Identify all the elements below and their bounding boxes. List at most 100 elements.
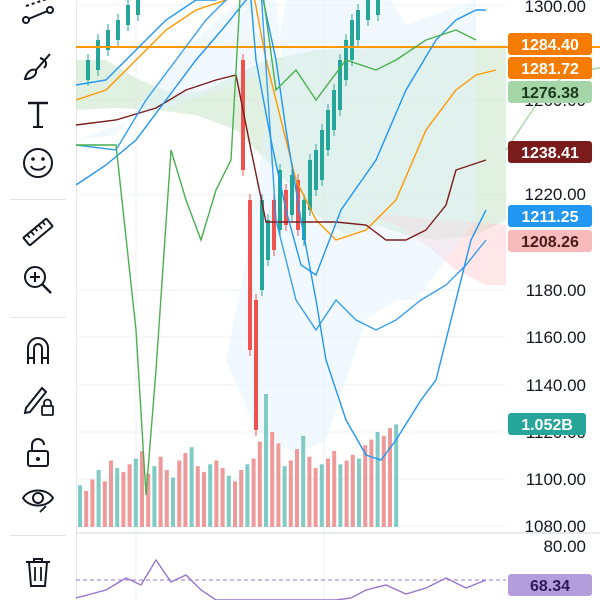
candle-body: [302, 200, 306, 240]
volume-bar: [375, 432, 380, 527]
toolbar-divider: [10, 317, 66, 318]
drawing-toolbar: [0, 0, 77, 600]
volume-bars: [78, 394, 399, 527]
price-tags: 1284.40 1281.72 1276.38 1238.41 1211.25: [508, 33, 592, 596]
eye-icon: [21, 489, 55, 513]
svg-text:1211.25: 1211.25: [522, 209, 579, 226]
axis-tick: 1100.00: [526, 470, 586, 489]
volume-bar: [338, 464, 343, 527]
svg-text:1.052B: 1.052B: [521, 417, 573, 434]
ruler-tool[interactable]: [14, 210, 62, 254]
oscillator-tag: 68.34: [508, 574, 592, 596]
volume-bar: [84, 490, 89, 527]
price-chart[interactable]: 1300.00 1260.00 1220.00 1180.00 1160.00 …: [76, 0, 600, 600]
unlock-tool[interactable]: [14, 430, 62, 474]
zoom-in-tool[interactable]: [14, 258, 62, 302]
magnet-tool[interactable]: [14, 328, 62, 372]
candle-body: [278, 170, 282, 230]
svg-text:1238.41: 1238.41: [521, 145, 579, 162]
brush-tool[interactable]: [14, 44, 62, 88]
volume-bar: [177, 460, 182, 527]
emoji-icon: [23, 148, 53, 178]
volume-bar: [102, 481, 107, 527]
candle-body: [308, 160, 312, 210]
candle-body: [320, 130, 324, 180]
price-tag-dark-red: 1238.41: [508, 141, 592, 163]
volume-bar: [220, 468, 225, 527]
volume-bar: [202, 471, 206, 527]
toolbar-divider: [10, 535, 66, 536]
volume-bar: [344, 460, 349, 527]
volume-bar: [226, 475, 231, 527]
candle-body: [116, 20, 120, 40]
axis-tick: 1300.00: [525, 0, 586, 16]
volume-bar: [214, 460, 219, 527]
volume-bar: [288, 460, 293, 527]
hide-drawings-tool[interactable]: [14, 478, 62, 522]
volume-bar: [164, 470, 169, 527]
svg-text:1208.26: 1208.26: [521, 234, 579, 251]
svg-text:1281.72: 1281.72: [521, 61, 579, 78]
volume-bar: [183, 452, 188, 527]
volume-bar: [381, 435, 386, 527]
axis-tick: 1220.00: [525, 185, 586, 204]
candle-body: [290, 175, 294, 215]
price-tag-orange-2: 1281.72: [508, 57, 592, 79]
delete-tool[interactable]: [14, 550, 62, 594]
candle-body: [266, 220, 270, 260]
volume-bar: [394, 424, 399, 527]
candle-body: [106, 30, 110, 50]
volume-bar: [152, 466, 157, 527]
volume-bar: [121, 471, 126, 527]
volume-bar: [326, 458, 330, 527]
volume-bar: [189, 447, 194, 527]
volume-bar: [350, 454, 355, 527]
volume-bar: [127, 464, 132, 527]
toolbar-divider: [10, 199, 66, 200]
emoji-tool[interactable]: [14, 141, 62, 185]
text-icon: [28, 101, 48, 128]
candle-body: [338, 60, 342, 110]
volume-bar: [115, 468, 120, 527]
volume-bar: [307, 456, 312, 527]
svg-text:68.34: 68.34: [530, 578, 570, 595]
price-tag-pink: 1208.26: [508, 230, 592, 252]
volume-bar: [257, 441, 262, 527]
volume-bar: [313, 468, 318, 527]
magnet-icon: [27, 337, 49, 364]
volume-bar: [140, 451, 144, 527]
chart-area[interactable]: 1300.00 1260.00 1220.00 1180.00 1160.00 …: [76, 0, 600, 600]
trend-lines-tool[interactable]: [14, 0, 62, 30]
oscillator-pane: [76, 532, 600, 600]
trend-lines-icon: [22, 0, 54, 24]
volume-bar: [245, 464, 250, 527]
volume-bar: [301, 435, 306, 527]
volume-bar: [233, 481, 237, 527]
candle-body: [376, 0, 380, 15]
candle-body: [126, 5, 130, 25]
volume-bar: [146, 473, 151, 527]
price-tag-green: 1276.38: [508, 81, 592, 103]
volume-bar: [264, 394, 268, 527]
lock-drawings-tool[interactable]: [14, 378, 62, 422]
candle-body: [86, 60, 90, 80]
brush-icon: [23, 53, 51, 81]
candle-body: [241, 60, 245, 170]
volume-bar: [363, 445, 368, 527]
volume-bar: [239, 470, 244, 527]
volume-bar: [158, 456, 163, 527]
axis-tick: 1080.00: [525, 517, 586, 536]
svg-text:1276.38: 1276.38: [521, 85, 579, 102]
volume-bar: [251, 458, 256, 527]
candle-body: [314, 150, 318, 190]
text-tool[interactable]: [14, 92, 62, 136]
volume-bar: [195, 466, 200, 527]
lock-drawings-icon: [23, 386, 54, 416]
candle-body: [272, 200, 276, 250]
candle-body: [136, 0, 140, 15]
volume-bar: [319, 464, 324, 527]
volume-bar: [276, 443, 281, 527]
axis-tick: 1180.00: [526, 281, 586, 300]
volume-bar: [133, 458, 138, 527]
